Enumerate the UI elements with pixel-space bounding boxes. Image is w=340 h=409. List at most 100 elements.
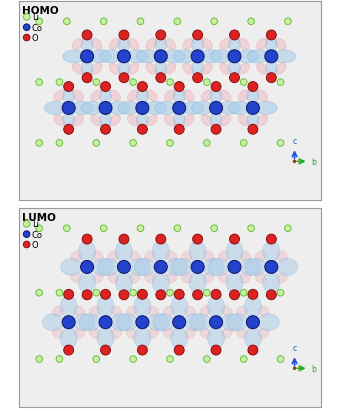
Circle shape [82,234,92,245]
Ellipse shape [256,64,268,75]
Ellipse shape [182,251,192,262]
Ellipse shape [108,273,118,283]
Circle shape [117,261,131,274]
Ellipse shape [144,251,155,262]
Circle shape [23,35,30,42]
Ellipse shape [257,91,268,102]
Circle shape [100,225,107,232]
Circle shape [93,140,100,147]
Circle shape [174,345,184,355]
Circle shape [204,80,210,86]
Ellipse shape [165,115,175,126]
Text: LUMO: LUMO [22,212,56,222]
Ellipse shape [183,115,194,126]
Ellipse shape [148,306,158,317]
Ellipse shape [244,327,261,348]
Ellipse shape [73,314,95,331]
Ellipse shape [100,89,112,105]
Circle shape [211,82,221,92]
Ellipse shape [63,51,85,64]
Text: c: c [292,137,296,146]
Ellipse shape [220,64,231,75]
Ellipse shape [228,61,240,77]
Circle shape [211,290,221,299]
Ellipse shape [126,51,148,64]
Circle shape [81,51,94,64]
Ellipse shape [226,241,243,263]
Ellipse shape [81,38,93,54]
Ellipse shape [89,306,100,317]
Ellipse shape [222,306,232,317]
Ellipse shape [263,241,280,263]
Ellipse shape [207,327,224,348]
Ellipse shape [126,328,137,339]
Ellipse shape [166,259,187,276]
Ellipse shape [54,91,65,102]
Ellipse shape [200,51,222,64]
Ellipse shape [238,91,249,102]
Ellipse shape [79,241,96,263]
Circle shape [230,31,239,41]
Circle shape [293,161,296,163]
Circle shape [209,316,223,329]
Circle shape [265,51,278,64]
Circle shape [137,345,147,355]
Ellipse shape [42,314,64,331]
Ellipse shape [171,296,188,318]
Circle shape [277,356,284,362]
Circle shape [193,31,203,41]
Ellipse shape [91,115,102,126]
Ellipse shape [136,112,148,128]
Ellipse shape [61,259,83,276]
Ellipse shape [166,273,177,283]
Ellipse shape [92,273,103,283]
Circle shape [191,51,204,64]
Ellipse shape [81,102,103,115]
Ellipse shape [54,115,65,126]
Circle shape [167,80,173,86]
Ellipse shape [210,112,222,128]
Circle shape [228,261,241,274]
Ellipse shape [192,102,214,115]
Ellipse shape [210,89,222,105]
Circle shape [137,225,144,232]
Circle shape [130,80,136,86]
Ellipse shape [111,328,122,339]
Ellipse shape [53,306,63,317]
Ellipse shape [126,306,137,317]
Text: b: b [311,157,316,166]
Circle shape [62,102,75,115]
Ellipse shape [226,272,243,294]
Ellipse shape [155,102,177,115]
Circle shape [211,225,218,232]
Ellipse shape [238,64,249,75]
Ellipse shape [146,91,157,102]
Ellipse shape [263,272,280,294]
Circle shape [248,82,258,92]
Ellipse shape [201,64,212,75]
Circle shape [93,290,100,296]
Ellipse shape [74,306,85,317]
Text: c: c [292,343,296,352]
Circle shape [56,356,63,362]
Ellipse shape [100,112,112,128]
Ellipse shape [128,39,139,50]
Ellipse shape [116,241,133,263]
Ellipse shape [201,39,212,50]
Circle shape [82,31,92,41]
Ellipse shape [240,251,251,262]
Circle shape [228,51,241,64]
Circle shape [173,102,186,115]
Ellipse shape [45,102,67,115]
Ellipse shape [244,296,261,318]
Circle shape [36,19,42,26]
Ellipse shape [200,306,210,317]
Circle shape [266,74,276,83]
Ellipse shape [183,64,194,75]
Circle shape [240,80,247,86]
Ellipse shape [146,115,157,126]
Ellipse shape [245,259,267,276]
Ellipse shape [148,328,158,339]
Circle shape [167,140,173,147]
Ellipse shape [182,273,192,283]
